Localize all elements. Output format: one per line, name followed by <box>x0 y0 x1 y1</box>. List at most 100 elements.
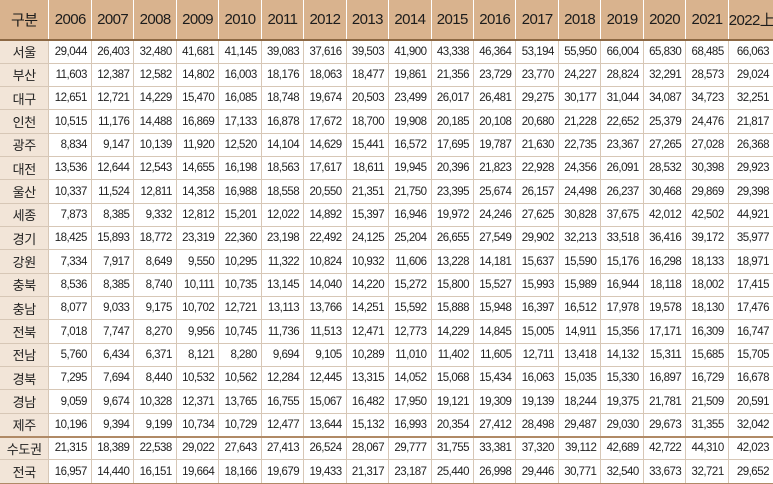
value-cell: 10,532 <box>176 366 220 391</box>
region-cell: 경북 <box>0 366 50 391</box>
region-cell: 대전 <box>0 156 50 181</box>
value-cell: 17,476 <box>728 296 773 321</box>
value-cell: 11,402 <box>431 343 475 368</box>
value-cell: 17,672 <box>303 109 347 134</box>
value-cell: 28,498 <box>515 413 559 438</box>
header-region: 구분 <box>0 0 50 41</box>
value-cell: 9,059 <box>48 389 92 414</box>
region-cell: 대구 <box>0 86 50 111</box>
region-cell: 인천 <box>0 109 50 134</box>
value-cell: 44,310 <box>685 435 729 461</box>
value-cell: 42,012 <box>643 203 687 228</box>
value-cell: 22,652 <box>600 109 644 134</box>
table-row: 전국 16,957 14,440 16,151 19,664 18,166 19,679 19… <box>0 459 773 484</box>
value-cell: 37,675 <box>600 203 644 228</box>
value-cell: 29,398 <box>728 179 773 204</box>
value-cell: 27,413 <box>261 435 305 461</box>
value-cell: 21,228 <box>558 109 602 134</box>
value-cell: 42,689 <box>600 435 644 461</box>
value-cell: 12,520 <box>218 133 262 158</box>
header-year: 2010 <box>218 0 262 41</box>
value-cell: 15,132 <box>346 413 390 438</box>
value-cell: 24,498 <box>558 179 602 204</box>
value-cell: 68,485 <box>685 40 729 64</box>
value-cell: 41,145 <box>218 40 262 64</box>
value-cell: 25,379 <box>643 109 687 134</box>
value-cell: 15,705 <box>728 343 773 368</box>
header-year: 2009 <box>176 0 220 41</box>
value-cell: 19,664 <box>176 459 220 484</box>
value-cell: 24,125 <box>346 226 390 251</box>
region-cell: 울산 <box>0 179 50 204</box>
value-cell: 11,736 <box>261 319 305 344</box>
value-cell: 17,695 <box>431 133 475 158</box>
value-cell: 10,111 <box>176 273 220 298</box>
value-cell: 12,651 <box>48 86 92 111</box>
value-cell: 16,755 <box>261 389 305 414</box>
header-year: 2018 <box>558 0 602 41</box>
value-cell: 20,354 <box>431 413 475 438</box>
header-year: 2017 <box>515 0 559 41</box>
value-cell: 21,315 <box>48 435 92 461</box>
value-cell: 24,356 <box>558 156 602 181</box>
value-cell: 6,434 <box>91 343 135 368</box>
value-cell: 12,711 <box>515 343 559 368</box>
value-cell: 23,770 <box>515 63 559 88</box>
value-cell: 11,603 <box>48 63 92 88</box>
value-cell: 7,334 <box>48 249 92 274</box>
value-cell: 15,800 <box>431 273 475 298</box>
value-cell: 12,387 <box>91 63 135 88</box>
value-cell: 41,900 <box>388 40 432 64</box>
value-cell: 15,434 <box>473 366 517 391</box>
value-cell: 19,679 <box>261 459 305 484</box>
value-cell: 15,888 <box>431 296 475 321</box>
value-cell: 28,532 <box>643 156 687 181</box>
value-cell: 8,270 <box>133 319 177 344</box>
value-cell: 16,957 <box>48 459 92 484</box>
value-cell: 8,385 <box>91 203 135 228</box>
value-cell: 21,630 <box>515 133 559 158</box>
value-cell: 20,108 <box>473 109 517 134</box>
value-cell: 9,956 <box>176 319 220 344</box>
value-cell: 13,228 <box>431 249 475 274</box>
value-cell: 10,729 <box>218 413 262 438</box>
value-cell: 14,132 <box>600 343 644 368</box>
value-cell: 7,295 <box>48 366 92 391</box>
value-cell: 16,298 <box>643 249 687 274</box>
value-cell: 12,721 <box>91 86 135 111</box>
value-cell: 15,067 <box>303 389 347 414</box>
value-cell: 19,787 <box>473 133 517 158</box>
value-cell: 25,204 <box>388 226 432 251</box>
value-cell: 14,802 <box>176 63 220 88</box>
value-cell: 10,328 <box>133 389 177 414</box>
value-cell: 27,643 <box>218 435 262 461</box>
value-cell: 26,998 <box>473 459 517 484</box>
value-cell: 10,745 <box>218 319 262 344</box>
value-cell: 15,035 <box>558 366 602 391</box>
value-cell: 19,945 <box>388 156 432 181</box>
value-cell: 26,017 <box>431 86 475 111</box>
value-cell: 11,513 <box>303 319 347 344</box>
value-cell: 14,251 <box>346 296 390 321</box>
header-year: 2012 <box>303 0 347 41</box>
value-cell: 32,721 <box>685 459 729 484</box>
value-cell: 13,418 <box>558 343 602 368</box>
value-cell: 13,765 <box>218 389 262 414</box>
value-cell: 15,311 <box>643 343 687 368</box>
header-year: 2016 <box>473 0 517 41</box>
value-cell: 20,591 <box>728 389 773 414</box>
value-cell: 29,777 <box>388 435 432 461</box>
table-header: 구분 2006 2007 2008 2009 2010 2011 2012 2013 2014 20… <box>0 0 773 41</box>
header-year: 2008 <box>133 0 177 41</box>
region-cell: 수도권 <box>0 435 50 461</box>
value-cell: 22,360 <box>218 226 262 251</box>
header-year: 2011 <box>261 0 305 41</box>
value-cell: 31,044 <box>600 86 644 111</box>
value-cell: 14,655 <box>176 156 220 181</box>
value-cell: 23,729 <box>473 63 517 88</box>
value-cell: 8,440 <box>133 366 177 391</box>
value-cell: 14,358 <box>176 179 220 204</box>
region-cell: 경남 <box>0 389 50 414</box>
value-cell: 37,616 <box>303 40 347 64</box>
value-cell: 16,397 <box>515 296 559 321</box>
